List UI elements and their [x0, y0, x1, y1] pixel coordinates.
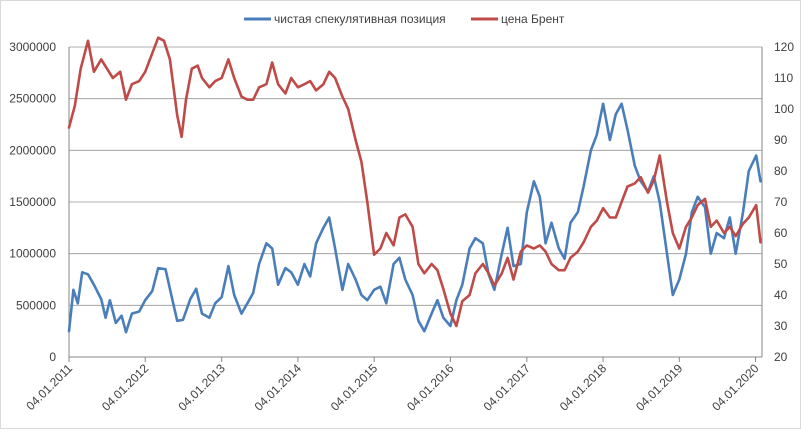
right-tick-label: 120	[774, 40, 794, 54]
right-tick-label: 110	[774, 71, 793, 85]
x-tick-label: 04.01.2013	[175, 361, 228, 414]
left-tick-label: 2000000	[9, 143, 56, 157]
x-axis-ticks: 04.01.2011 04.01.2012 04.01.2013 04.01.2014…	[23, 357, 762, 414]
x-tick-label: 04.01.2017	[481, 361, 534, 414]
left-tick-label: 500000	[16, 298, 56, 312]
x-tick-label: 04.01.2019	[633, 361, 686, 414]
series-line-brent-price	[67, 36, 762, 328]
right-tick-label: 50	[774, 257, 788, 271]
legend-label: цена Брент	[501, 12, 565, 26]
right-tick-label: 100	[774, 102, 794, 116]
right-tick-label: 90	[774, 133, 788, 147]
left-tick-label: 1000000	[9, 247, 56, 261]
x-tick-label: 04.01.2016	[404, 361, 457, 414]
x-tick-label: 04.01.2012	[99, 361, 152, 414]
left-tick-label: 3000000	[9, 40, 56, 54]
right-tick-label: 40	[774, 288, 788, 302]
x-tick-label: 04.01.2018	[557, 361, 610, 414]
left-axis-ticks: 0 500000 1000000 1500000 2000000 2500000 30000…	[9, 40, 56, 364]
series-line-speculative-position	[67, 102, 762, 334]
left-tick-label: 2500000	[9, 92, 56, 106]
x-tick-label: 04.01.2011	[23, 361, 75, 413]
right-tick-label: 20	[774, 350, 788, 364]
legend: чистая спекулятивная позиция цена Брент	[244, 12, 565, 26]
right-axis-ticks: 20 30 40 50 60 70 80 90 100 110 120	[774, 40, 794, 364]
left-tick-label: 0	[49, 350, 56, 364]
left-tick-label: 1500000	[9, 195, 56, 209]
series-group	[67, 36, 762, 334]
x-tick-label: 04.01.2014	[252, 361, 305, 414]
right-tick-label: 70	[774, 195, 788, 209]
x-tick-label: 04.01.2020	[709, 361, 762, 414]
x-tick-label: 04.01.2015	[328, 361, 381, 414]
right-tick-label: 60	[774, 226, 788, 240]
axes	[68, 47, 763, 358]
right-tick-label: 30	[774, 319, 788, 333]
legend-label: чистая спекулятивная позиция	[274, 12, 446, 26]
right-tick-label: 80	[774, 164, 788, 178]
